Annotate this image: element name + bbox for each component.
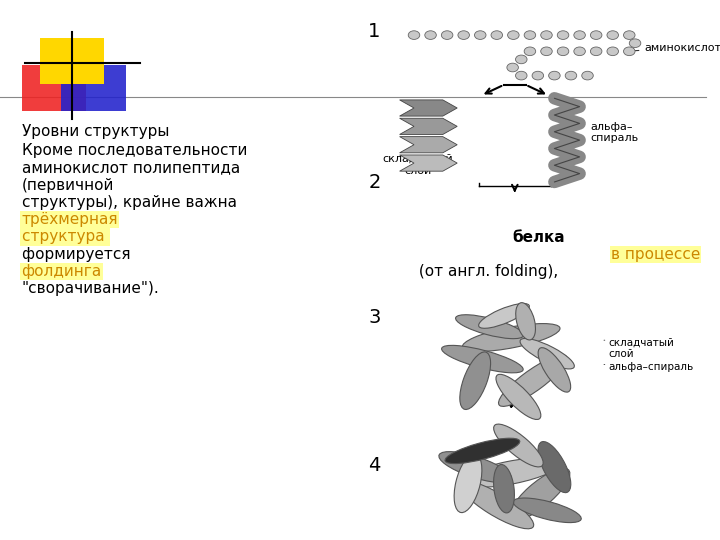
Text: 4: 4 <box>368 456 381 475</box>
Circle shape <box>624 47 635 56</box>
Circle shape <box>574 47 585 56</box>
Circle shape <box>441 31 453 39</box>
Text: 3: 3 <box>368 308 381 327</box>
Circle shape <box>524 47 536 56</box>
Ellipse shape <box>494 464 514 513</box>
Circle shape <box>541 47 552 56</box>
Ellipse shape <box>462 323 560 352</box>
Circle shape <box>582 71 593 80</box>
Ellipse shape <box>456 315 523 339</box>
Circle shape <box>474 31 486 39</box>
Polygon shape <box>400 118 457 134</box>
Ellipse shape <box>538 348 571 392</box>
Circle shape <box>629 39 641 48</box>
Ellipse shape <box>479 303 529 328</box>
Ellipse shape <box>513 498 581 523</box>
Polygon shape <box>400 155 457 171</box>
Circle shape <box>624 31 635 39</box>
Ellipse shape <box>439 451 511 483</box>
Circle shape <box>408 31 420 39</box>
Circle shape <box>532 71 544 80</box>
Ellipse shape <box>454 454 482 512</box>
Circle shape <box>516 55 527 64</box>
Circle shape <box>574 31 585 39</box>
Text: 1: 1 <box>368 22 381 40</box>
Circle shape <box>590 47 602 56</box>
Circle shape <box>524 31 536 39</box>
Text: альфа–спираль: альфа–спираль <box>608 362 693 372</box>
Ellipse shape <box>460 481 534 529</box>
Ellipse shape <box>498 355 567 407</box>
Text: Кроме последовательности: Кроме последовательности <box>22 143 247 158</box>
Text: складчатый
слой: складчатый слой <box>608 338 674 359</box>
Text: формируется: формируется <box>22 247 135 262</box>
Ellipse shape <box>462 458 560 487</box>
Text: структуры), крайне важна: структуры), крайне важна <box>22 195 237 210</box>
Polygon shape <box>400 100 457 116</box>
FancyBboxPatch shape <box>22 65 86 111</box>
Ellipse shape <box>441 346 523 373</box>
Text: (первичной: (первичной <box>22 178 114 193</box>
Ellipse shape <box>445 438 520 464</box>
Ellipse shape <box>496 374 541 420</box>
Text: аминокислот полипептида: аминокислот полипептида <box>22 160 240 176</box>
Ellipse shape <box>516 302 536 340</box>
Circle shape <box>507 63 518 72</box>
Circle shape <box>607 47 618 56</box>
Circle shape <box>516 71 527 80</box>
Text: "сворачивание").: "сворачивание"). <box>22 281 159 296</box>
Text: белка: белка <box>513 230 565 245</box>
Ellipse shape <box>510 468 570 520</box>
Ellipse shape <box>538 442 571 492</box>
Text: аминокислоты: аминокислоты <box>629 43 720 53</box>
Circle shape <box>491 31 503 39</box>
Text: 2: 2 <box>368 173 381 192</box>
Circle shape <box>557 31 569 39</box>
Circle shape <box>425 31 436 39</box>
Text: в процессе: в процессе <box>611 247 701 262</box>
Circle shape <box>590 31 602 39</box>
FancyBboxPatch shape <box>40 38 104 84</box>
Ellipse shape <box>494 424 543 467</box>
Polygon shape <box>400 137 457 153</box>
Text: фолдинга: фолдинга <box>22 264 102 279</box>
Circle shape <box>565 71 577 80</box>
Circle shape <box>607 31 618 39</box>
Text: (от англ. folding),: (от англ. folding), <box>415 264 559 279</box>
Text: альфа–
спираль: альфа– спираль <box>590 122 639 143</box>
Text: структура: структура <box>22 230 109 245</box>
Circle shape <box>549 71 560 80</box>
Text: Уровни структуры: Уровни структуры <box>22 124 174 139</box>
Text: трёхмерная: трёхмерная <box>22 212 118 227</box>
Ellipse shape <box>460 352 490 409</box>
Circle shape <box>557 47 569 56</box>
Circle shape <box>508 31 519 39</box>
Circle shape <box>541 31 552 39</box>
Circle shape <box>458 31 469 39</box>
Text: складчатый
слой: складчатый слой <box>382 154 453 176</box>
FancyBboxPatch shape <box>61 65 126 111</box>
Ellipse shape <box>520 339 575 369</box>
